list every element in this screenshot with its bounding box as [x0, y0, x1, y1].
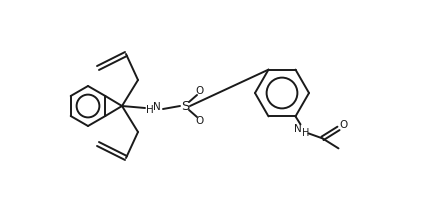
Text: O: O [196, 116, 204, 126]
Text: H: H [302, 128, 309, 138]
Text: O: O [196, 86, 204, 96]
Text: S: S [181, 99, 189, 112]
Text: O: O [339, 120, 347, 130]
Text: H: H [146, 105, 154, 115]
Text: N: N [293, 124, 302, 134]
Text: N: N [153, 102, 161, 112]
